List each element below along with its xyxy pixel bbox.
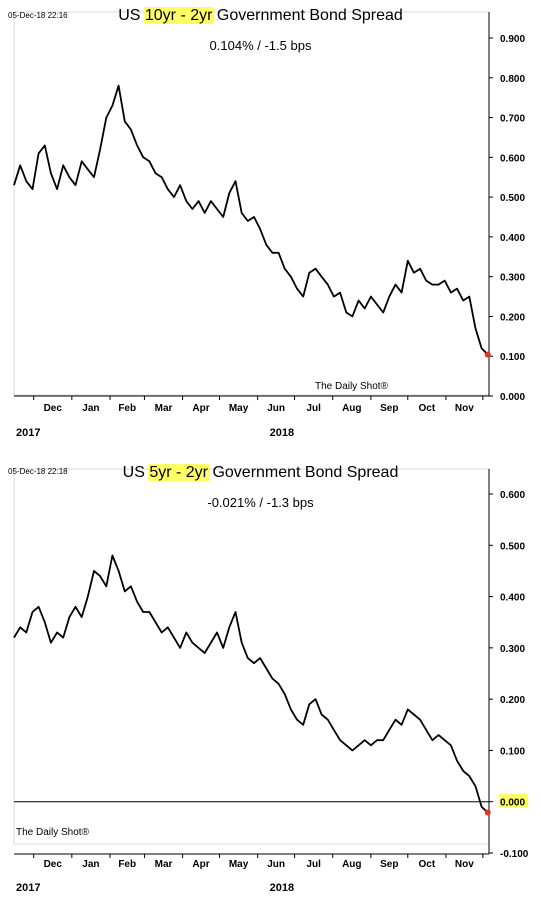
chart-subtitle: 0.104% / -1.5 bps <box>210 38 312 53</box>
y-tick-label: 0.200 <box>500 695 525 706</box>
y-tick-label: 0.400 <box>500 593 525 604</box>
title-suffix: Government Bond Spread <box>208 464 398 481</box>
timestamp: 05-Dec-18 22:18 <box>8 467 68 476</box>
x-month-label: Oct <box>419 403 436 414</box>
credit-label: The Daily Shot® <box>315 381 389 392</box>
x-month-label: Jul <box>306 859 321 870</box>
x-month-label: Jul <box>306 403 321 414</box>
y-tick-label: 0.900 <box>500 34 525 45</box>
chart-panel-10yr-2yr: 05-Dec-18 22:16 US 10yr - 2yr Government … <box>8 7 525 439</box>
y-tick-label: 0.700 <box>500 114 525 125</box>
credit-label: The Daily Shot® <box>16 827 90 838</box>
last-point-marker <box>484 809 491 816</box>
x-month-label: Jan <box>82 403 99 414</box>
title-prefix: US <box>118 7 145 24</box>
x-month-label: Jun <box>267 403 285 414</box>
y-tick-label: 0.800 <box>500 74 525 85</box>
x-month-label: Sep <box>380 859 398 870</box>
x-month-label: May <box>229 859 249 870</box>
y-tick-label: 0.300 <box>500 644 525 655</box>
x-month-label: Sep <box>380 403 398 414</box>
series-line <box>13 84 489 356</box>
title-highlight: 5yr - 2yr <box>149 464 208 481</box>
x-month-label: Apr <box>192 859 209 870</box>
y-tick-label: 0.100 <box>500 746 525 757</box>
x-year-label: 2017 <box>16 882 40 894</box>
chart-10yr-2yr: 05-Dec-18 22:16 US 10yr - 2yr Government … <box>8 7 525 439</box>
y-tick-label: 0.600 <box>500 490 525 501</box>
y-tick-highlight <box>499 793 528 808</box>
y-tick-label: -0.100 <box>500 849 529 860</box>
chart-5yr-2yr: 05-Dec-18 22:18 US 5yr - 2yr Government B… <box>8 464 529 894</box>
y-tick-label: 0.100 <box>500 352 525 363</box>
x-month-label: Aug <box>342 859 361 870</box>
chart-title: US 10yr - 2yr Government Bond Spread <box>118 7 403 24</box>
plot-frame <box>13 468 490 845</box>
title-highlight-box <box>148 464 210 481</box>
last-point-marker <box>484 351 491 358</box>
x-month-label: May <box>229 403 249 414</box>
x-year-label: 2017 <box>16 427 40 439</box>
timestamp: 05-Dec-18 22:16 <box>8 11 68 20</box>
y-tick-label: 0.000 <box>500 798 525 809</box>
title-suffix: Government Bond Spread <box>212 7 402 24</box>
x-month-label: Feb <box>118 859 136 870</box>
x-month-label: Mar <box>155 403 173 414</box>
series-line <box>13 554 489 814</box>
x-year-label: 2018 <box>270 427 294 439</box>
x-month-label: Jan <box>82 859 99 870</box>
x-month-label: Nov <box>455 403 474 414</box>
y-tick-label: 0.500 <box>500 541 525 552</box>
x-month-label: Nov <box>455 859 474 870</box>
y-tick-label: 0.500 <box>500 193 525 204</box>
title-prefix: US <box>123 464 150 481</box>
y-tick-label: 0.000 <box>500 392 525 403</box>
plot-frame <box>13 11 490 396</box>
chart-panel-5yr-2yr: 05-Dec-18 22:18 US 5yr - 2yr Government B… <box>0 457 541 914</box>
x-month-label: Oct <box>419 859 436 870</box>
x-year-label: 2018 <box>270 882 294 894</box>
x-month-label: Apr <box>192 403 209 414</box>
chart-subtitle: -0.021% / -1.3 bps <box>207 495 314 510</box>
x-month-label: Aug <box>342 403 361 414</box>
title-highlight: 10yr - 2yr <box>145 7 213 24</box>
y-tick-label: 0.300 <box>500 273 525 284</box>
chart-title: US 5yr - 2yr Government Bond Spread <box>123 464 399 481</box>
x-month-label: Mar <box>155 859 173 870</box>
x-month-label: Dec <box>44 859 63 870</box>
y-tick-label: 0.600 <box>500 153 525 164</box>
y-tick-label: 0.400 <box>500 233 525 244</box>
x-month-label: Jun <box>267 859 285 870</box>
x-month-label: Feb <box>118 403 136 414</box>
x-month-label: Dec <box>44 403 63 414</box>
y-tick-label: 0.200 <box>500 312 525 323</box>
title-highlight-box <box>143 7 215 24</box>
